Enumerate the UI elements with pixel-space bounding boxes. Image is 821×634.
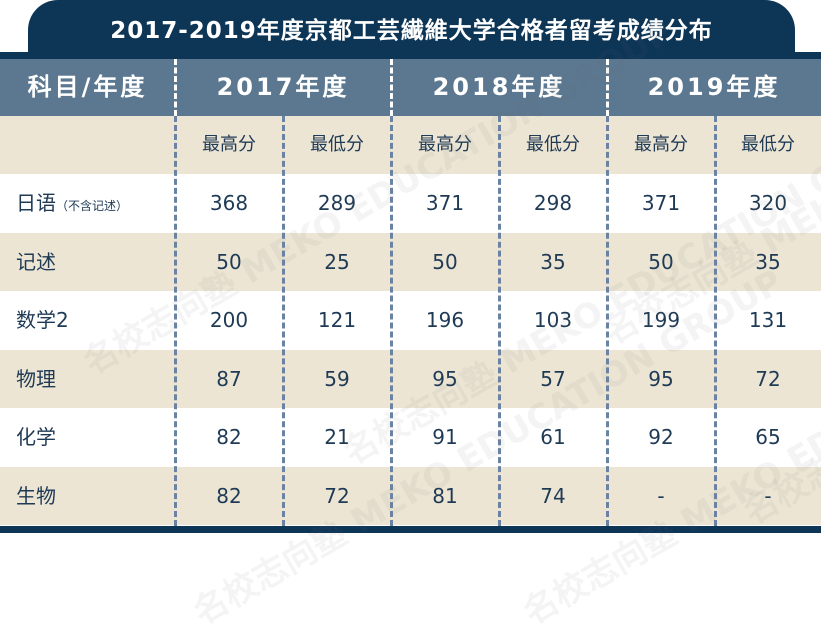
score-cell: 103 xyxy=(533,308,573,332)
score-cell: 50 xyxy=(648,249,674,274)
divider xyxy=(390,116,393,526)
header-year-2018: 2018年度 xyxy=(432,73,566,101)
score-cell: - xyxy=(764,483,772,508)
divider xyxy=(390,59,393,116)
subheader-cell: 最高分 xyxy=(202,134,256,155)
subject-cell: 记述 xyxy=(16,233,56,291)
score-cell: 82 xyxy=(216,483,242,508)
score-cell: 289 xyxy=(317,191,357,215)
table-row: 数学2 200 121 196 103 199 131 xyxy=(0,291,821,349)
table-row: 化学 82 21 91 61 92 65 xyxy=(0,408,821,466)
score-cell: 21 xyxy=(324,425,350,449)
header-year-2017: 2017年度 xyxy=(216,73,350,101)
score-cell: 65 xyxy=(755,425,781,449)
divider xyxy=(606,59,609,116)
score-cell: - xyxy=(657,483,665,508)
subject-cell: 日语（不含记述） xyxy=(16,174,128,232)
divider xyxy=(0,52,821,60)
score-cell: 74 xyxy=(540,483,566,508)
divider xyxy=(282,116,285,526)
score-cell: 35 xyxy=(755,249,781,274)
subject-note: （不含记述） xyxy=(56,199,129,213)
bottom-bar xyxy=(0,526,821,533)
score-cell: 59 xyxy=(324,366,350,391)
score-cell: 35 xyxy=(540,249,566,274)
score-cell: 121 xyxy=(317,308,357,332)
score-cell: 50 xyxy=(216,249,242,274)
score-cell: 72 xyxy=(755,366,781,391)
score-cell: 95 xyxy=(648,366,674,391)
divider xyxy=(174,116,177,526)
score-cell: 81 xyxy=(432,483,458,508)
table-row: 记述 50 25 50 35 50 35 xyxy=(0,232,821,291)
table-row: 日语（不含记述） 368 289 371 298 371 320 xyxy=(0,174,821,232)
score-cell: 92 xyxy=(648,425,674,449)
header-subject: 科目/年度 xyxy=(27,73,148,101)
score-cell: 95 xyxy=(432,366,458,391)
score-cell: 371 xyxy=(641,191,681,215)
score-cell: 91 xyxy=(432,425,458,449)
subject-cell: 物理 xyxy=(16,350,56,408)
subject-name: 物理 xyxy=(16,366,56,391)
divider xyxy=(174,59,177,116)
score-cell: 131 xyxy=(748,308,788,332)
subheader-cell: 最低分 xyxy=(310,134,364,155)
score-cell: 87 xyxy=(216,366,242,391)
score-cell: 25 xyxy=(324,249,350,274)
score-cell: 50 xyxy=(432,249,458,274)
header-year-2019: 2019年度 xyxy=(647,73,781,101)
score-cell: 200 xyxy=(209,308,249,332)
subject-name: 数学2 xyxy=(16,308,69,332)
table-row: 生物 82 72 81 74 - - xyxy=(0,466,821,525)
subject-name: 日语 xyxy=(16,191,56,215)
divider xyxy=(498,116,501,526)
subheader-cell: 最低分 xyxy=(741,134,795,155)
score-cell: 320 xyxy=(748,191,788,215)
subject-cell: 生物 xyxy=(16,467,56,525)
subheader-cell: 最低分 xyxy=(526,134,580,155)
subject-name: 化学 xyxy=(16,425,56,449)
score-cell: 368 xyxy=(209,191,249,215)
score-cell: 82 xyxy=(216,425,242,449)
score-cell: 61 xyxy=(540,425,566,449)
subject-name: 记述 xyxy=(16,249,56,274)
score-cell: 298 xyxy=(533,191,573,215)
title-banner: 2017-2019年度京都工芸繊維大学合格者留考成绩分布 xyxy=(28,0,795,60)
score-cell: 72 xyxy=(324,483,350,508)
subheader-cell: 最高分 xyxy=(634,134,688,155)
subject-cell: 化学 xyxy=(16,408,56,466)
score-cell: 199 xyxy=(641,308,681,332)
divider xyxy=(606,116,609,526)
subheader-row: 最高分 最低分 最高分 最低分 最高分 最低分 xyxy=(0,116,821,174)
subject-cell: 数学2 xyxy=(16,291,69,349)
score-cell: 371 xyxy=(425,191,465,215)
subject-name: 生物 xyxy=(16,483,56,508)
divider xyxy=(714,116,717,526)
score-cell: 57 xyxy=(540,366,566,391)
table-header: 科目/年度 2017年度 2018年度 2019年度 xyxy=(0,59,821,116)
score-cell: 196 xyxy=(425,308,465,332)
subheader-cell: 最高分 xyxy=(418,134,472,155)
page-title: 2017-2019年度京都工芸繊維大学合格者留考成绩分布 xyxy=(110,18,713,44)
table-row: 物理 87 59 95 57 95 72 xyxy=(0,349,821,408)
